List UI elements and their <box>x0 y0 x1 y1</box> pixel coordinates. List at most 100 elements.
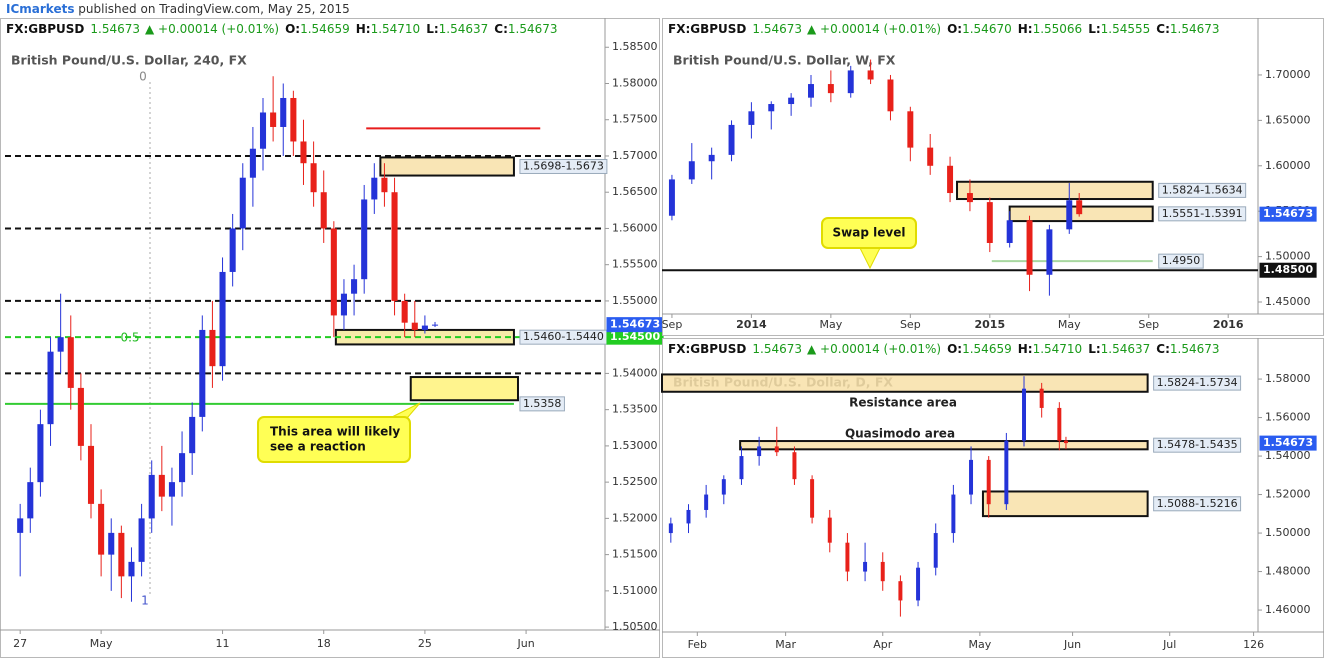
candle-body <box>1046 229 1053 275</box>
candle-body <box>310 163 317 193</box>
x-tick-label: 2014 <box>736 318 767 331</box>
ohlc-value: 1.54710 <box>371 22 421 36</box>
y-tick-label: 1.46000 <box>1265 603 1311 616</box>
candle-body <box>951 494 956 534</box>
candle-body <box>381 177 388 193</box>
y-tick-label: 1.53000 <box>612 439 658 452</box>
candle-body <box>887 79 894 112</box>
candle-body <box>209 329 216 367</box>
candle-body <box>986 459 991 505</box>
candle-body <box>1063 440 1068 444</box>
y-tick-label: 1.60000 <box>1265 159 1311 172</box>
x-tick-label: 2016 <box>1213 318 1244 331</box>
candle-body <box>947 165 954 194</box>
candle-body <box>739 456 744 480</box>
symbol-header: FX:GBPUSD 1.54673 ▲ +0.00014 (+0.01%) O:1.5… <box>6 22 558 36</box>
tag-label: 1.5551-1.5391 <box>1162 207 1243 220</box>
candle-body <box>668 523 673 534</box>
tag-label: 1.54500 <box>610 330 660 343</box>
symbol: FX:GBPUSD <box>6 22 84 36</box>
page-header: ICmarkets published on TradingView.com, … <box>6 2 350 16</box>
x-tick-label: 18 <box>317 637 331 650</box>
candle-body <box>1076 200 1083 215</box>
candle-body <box>916 567 921 601</box>
tag-box <box>1153 437 1242 453</box>
zone <box>956 180 1154 201</box>
ohlc-value: 1.54670 <box>962 22 1012 36</box>
tag-label: 1.5698-1.5673 <box>523 159 604 172</box>
candle-body <box>371 177 378 200</box>
tag-label: 1.5358 <box>523 397 562 410</box>
y-tick-label: 1.51000 <box>612 584 658 597</box>
zone <box>981 490 1149 518</box>
y-tick-label: 1.58000 <box>612 76 658 89</box>
y-tick-label: 1.53500 <box>612 403 658 416</box>
candle-body <box>847 70 854 94</box>
candle-body <box>1066 200 1073 230</box>
ohlc-key: H: <box>1018 22 1033 36</box>
candle-body <box>270 112 277 127</box>
candle-body <box>77 387 84 446</box>
candle-body <box>708 154 715 162</box>
ohlc-value: 1.54555 <box>1101 22 1151 36</box>
x-tick-label: Jun <box>1063 638 1081 651</box>
candle-body <box>827 517 832 543</box>
tag-box <box>1158 182 1247 198</box>
zone <box>739 440 1149 451</box>
y-tick-label: 1.54000 <box>1265 449 1311 462</box>
zone <box>409 376 519 402</box>
candle-body <box>47 351 54 425</box>
candle-body <box>808 84 814 98</box>
callout-box <box>257 416 411 463</box>
candle-body <box>721 479 726 495</box>
last-price-label: 1.54673 <box>1263 436 1313 449</box>
candle-body <box>966 193 973 203</box>
y-tick-label: 1.52000 <box>612 511 658 524</box>
y-tick-label: 1.52500 <box>612 475 658 488</box>
candle-body <box>320 192 327 229</box>
x-tick-label: May <box>1058 318 1081 331</box>
candle-body <box>1004 440 1009 505</box>
tag-box <box>1153 496 1242 512</box>
callout-text: This area will likely <box>270 425 400 439</box>
candle-body <box>1039 388 1044 408</box>
x-tick-label: Feb <box>688 638 707 651</box>
tag-label: 1.5824-1.5634 <box>1162 183 1243 196</box>
candle-body <box>118 532 125 577</box>
candle-body <box>421 325 428 330</box>
candle-body <box>259 112 267 149</box>
ohlc-key: C: <box>1156 22 1170 36</box>
candle-body <box>148 474 155 519</box>
candle-body <box>300 141 307 164</box>
candle-body <box>189 416 196 454</box>
ohlc-key: H: <box>356 22 371 36</box>
last: 1.54673 <box>752 22 802 36</box>
candle-body <box>391 192 398 301</box>
ohlc-value: 1.55066 <box>1033 22 1083 36</box>
tag-label: 1.5460-1.5440 <box>523 330 604 343</box>
publisher-link[interactable]: ICmarkets <box>6 2 74 16</box>
ohlc-key: L: <box>1088 22 1100 36</box>
candle-body <box>986 202 993 243</box>
zone <box>661 373 1149 393</box>
annotation: Resistance area <box>849 396 957 410</box>
x-tick-label: Sep <box>662 318 683 331</box>
candle-body <box>688 161 695 180</box>
callout-text: Swap level <box>833 226 906 240</box>
ohlc-value: 1.54673 <box>508 22 558 36</box>
candle-body <box>898 581 903 601</box>
candle-body <box>249 148 256 178</box>
candle-body <box>880 561 885 582</box>
candle-body <box>67 337 74 388</box>
y-tick-label: 1.57500 <box>612 113 658 126</box>
y-tick-label: 1.56000 <box>612 221 658 234</box>
candle-body <box>158 474 165 497</box>
candle-body <box>330 228 337 316</box>
tag-label: 1.4950 <box>1162 254 1201 267</box>
candle-body <box>768 104 775 112</box>
candle-body <box>686 509 691 524</box>
candle-body <box>845 542 850 572</box>
candle-body <box>199 329 206 417</box>
x-tick-label: May <box>819 318 842 331</box>
ohlc-value: 1.54637 <box>1101 342 1151 356</box>
